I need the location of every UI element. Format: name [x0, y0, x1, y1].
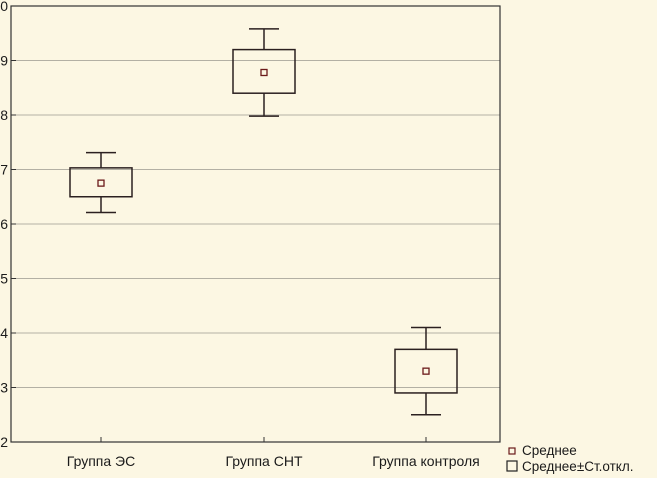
mean-marker: [97, 179, 105, 187]
std-box: [69, 167, 133, 198]
legend-mean-label: Среднее: [522, 443, 577, 458]
x-category-label: Группа контроля: [372, 453, 480, 469]
x-category-label: Группа СНТ: [225, 453, 302, 469]
y-tick-label: 1,2: [0, 434, 8, 450]
legend-box-marker: [506, 460, 518, 472]
mean-marker: [260, 68, 268, 77]
y-tick-label: 1,8: [0, 107, 8, 123]
y-tick-label: 1,6: [0, 216, 8, 232]
box-group: [232, 28, 296, 117]
y-tick-label: 1,7: [0, 162, 8, 178]
y-tick-label: 1,4: [0, 325, 8, 341]
y-tick-label: 1,9: [0, 53, 8, 69]
x-category-label: Группа ЭС: [67, 453, 135, 469]
y-tick-label: 1,3: [0, 380, 8, 396]
box-group: [394, 326, 458, 416]
legend-box-label: Среднее±Ст.откл.: [522, 459, 634, 474]
y-tick-label: 1,5: [0, 271, 8, 287]
std-box: [394, 348, 458, 394]
legend-mean-marker: [508, 447, 516, 455]
gridlines: [11, 60, 500, 388]
y-axis: 1,2 1,3 1,4 1,5 1,6 1,7 1,8 1,9 2,0: [0, 0, 16, 450]
y-tick-label: 2,0: [0, 0, 8, 14]
mean-marker: [422, 367, 430, 375]
box-group: [69, 151, 133, 214]
std-box: [232, 48, 296, 94]
x-axis: Группа ЭС Группа СНТ Группа контроля: [67, 437, 480, 469]
boxes: [69, 28, 458, 416]
legend: Среднее Среднее±Ст.откл.: [506, 443, 634, 474]
